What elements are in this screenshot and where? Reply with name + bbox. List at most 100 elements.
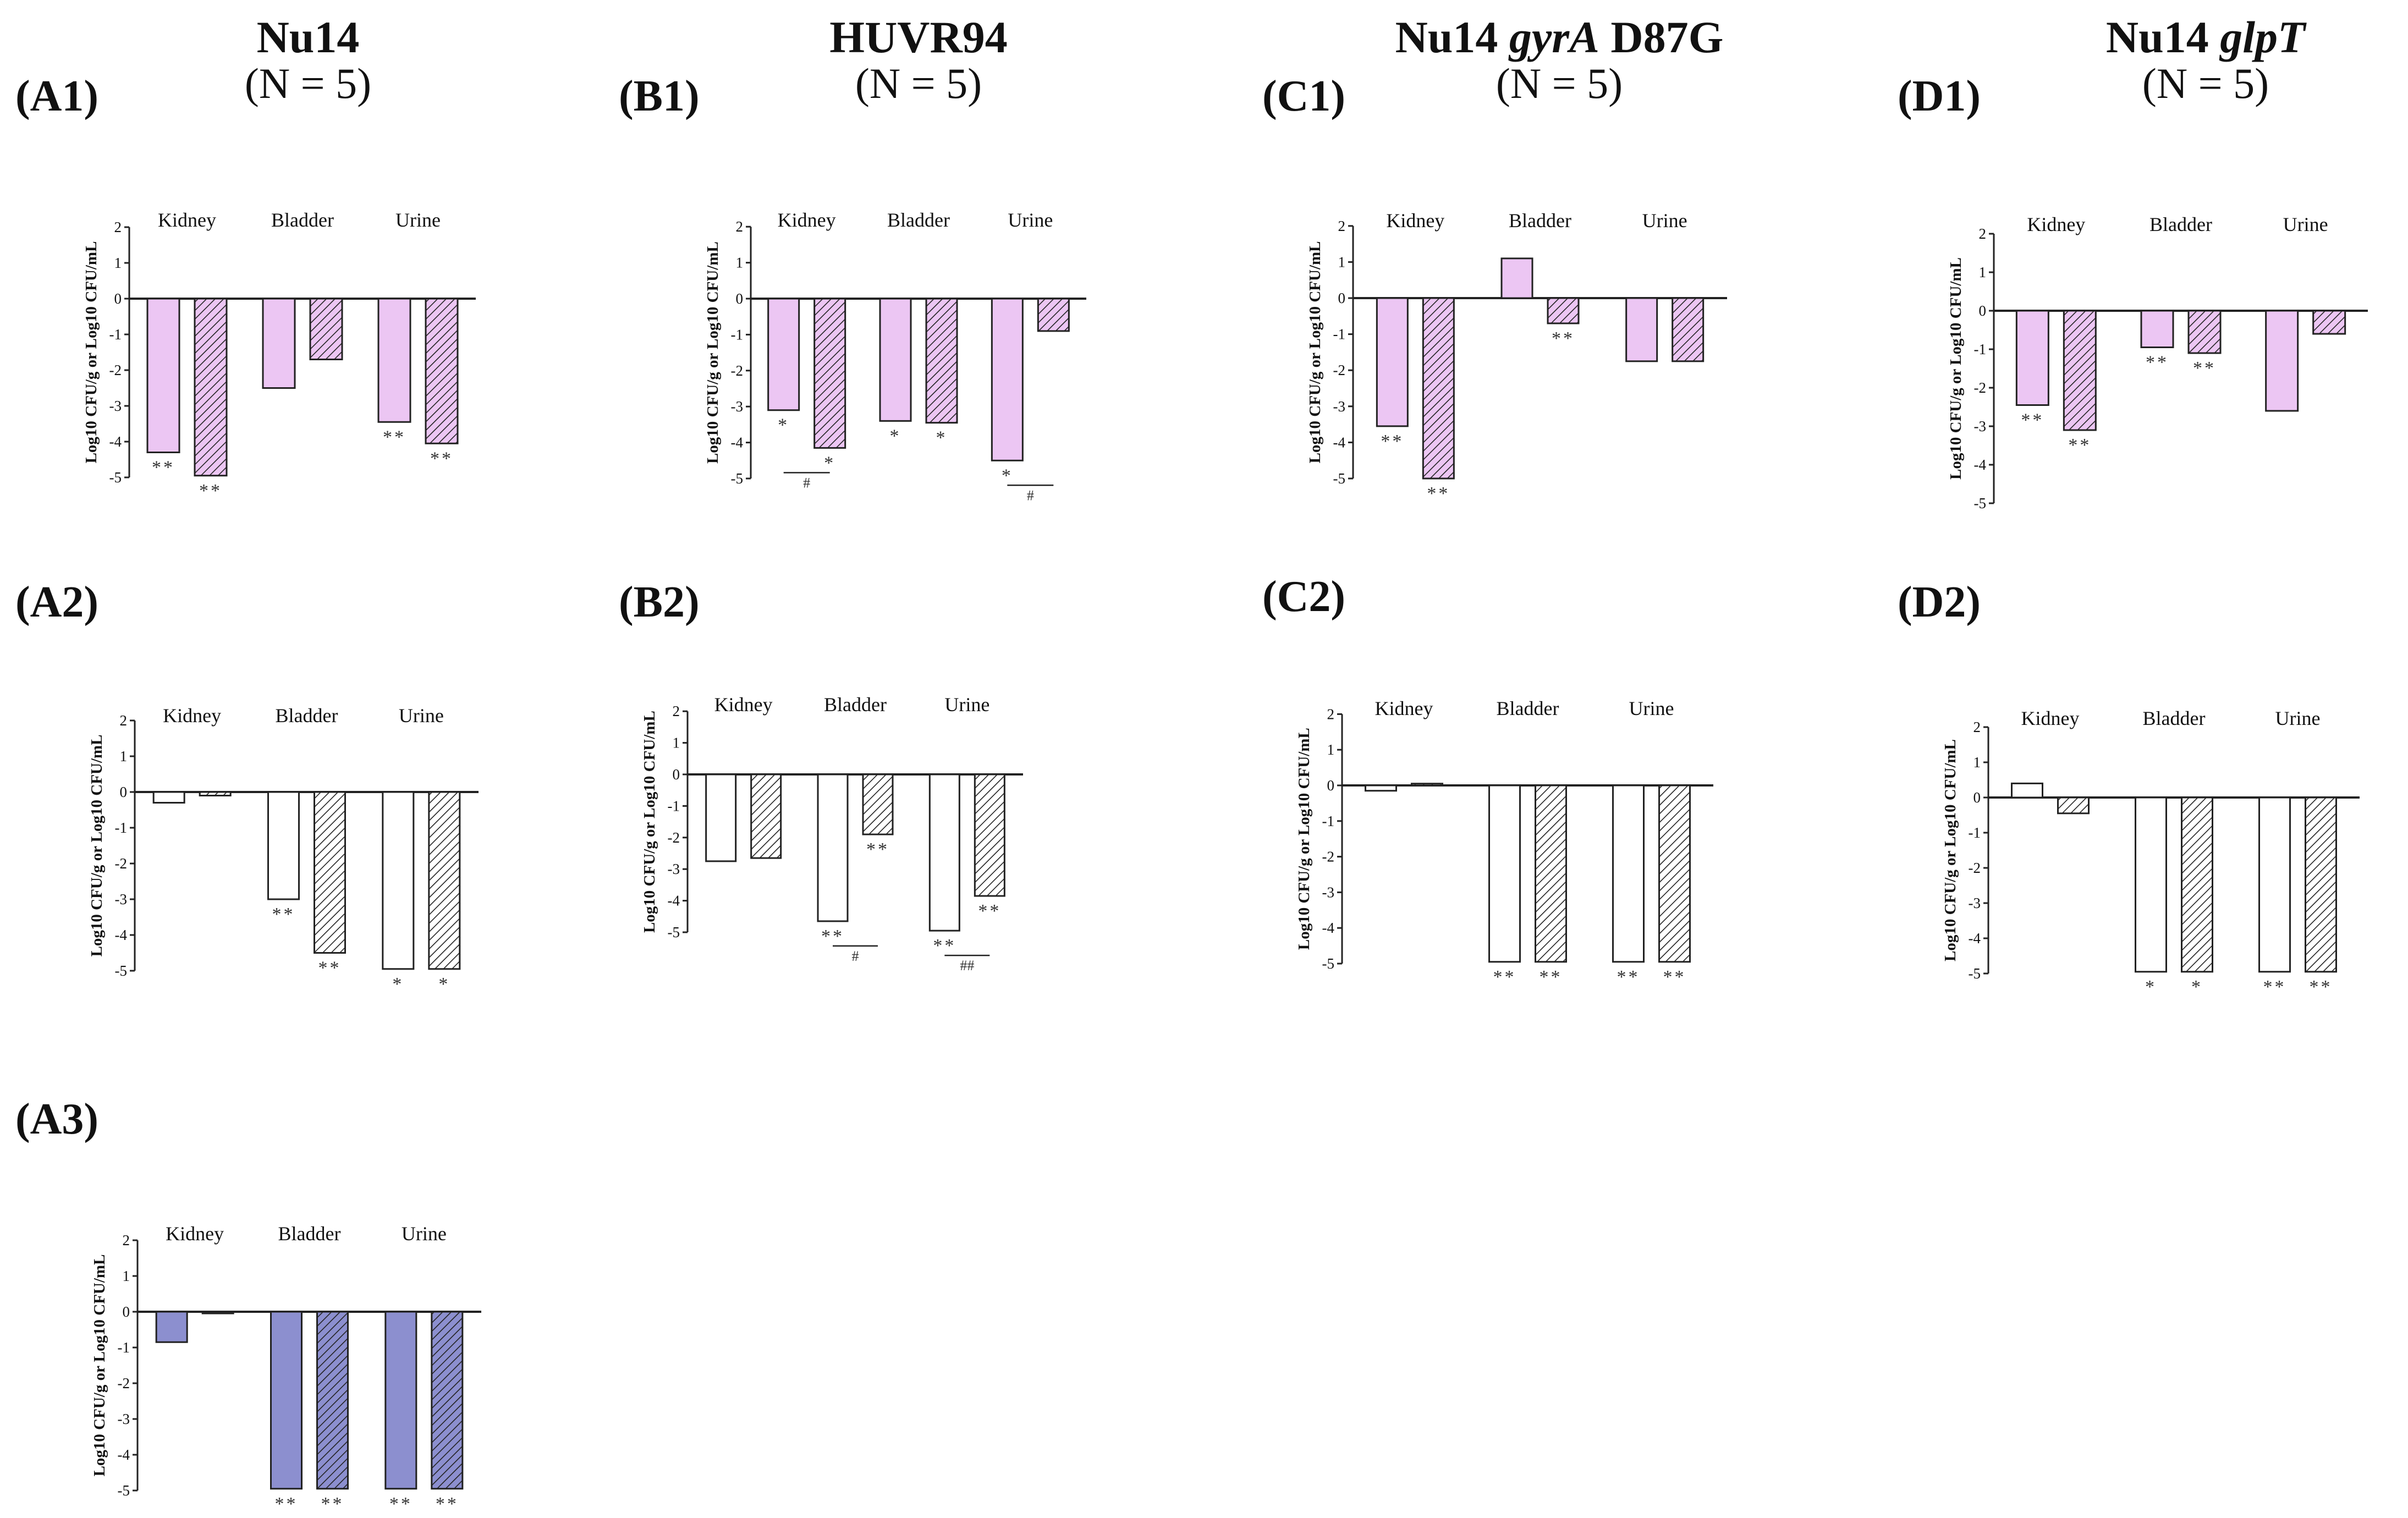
category-label-urine: Urine [944,694,989,716]
y-axis-label: Log10 CFU/g or Log10 CFU/mL [83,241,100,464]
column-sample-size: (N = 5) [1496,59,1623,108]
bar-urine-hatched [425,298,459,444]
y-tick-label: -5 [1322,955,1335,972]
significance-marker: ** [2310,977,2333,997]
bar-kidney-plain [767,298,800,411]
panel-label-d2: (D2) [1898,578,1981,626]
bar-urine-plain [1625,297,1658,362]
panel-label-a3: (A3) [15,1095,99,1143]
bar-bladder-plain [1500,257,1533,299]
category-label-bladder: Bladder [2143,707,2206,729]
panel-label-c1: (C1) [1262,72,1346,120]
bar-bladder-plain [817,773,849,922]
column-sample-size: (N = 5) [855,59,982,108]
category-label-kidney: Kidney [1375,697,1433,719]
significance-marker: * [778,415,789,436]
y-tick-label: -5 [668,924,680,941]
significance-marker: ** [2068,435,2091,455]
y-axis-label: Log10 CFU/g or Log10 CFU/mL [1942,739,1959,961]
category-label-bladder: Bladder [271,209,334,231]
category-label-kidney: Kidney [1386,210,1444,232]
y-tick-label: 0 [1338,290,1346,306]
category-label-urine: Urine [1008,209,1053,231]
bar-kidney-hatched [750,773,782,859]
y-axis-label: Log10 CFU/g or Log10 CFU/mL [641,711,658,933]
comparison-marker: # [852,948,859,964]
significance-marker: ** [2021,410,2044,431]
bar-bladder-hatched [862,773,894,835]
y-tick-label: -4 [1333,434,1346,450]
y-axis-label: Log10 CFU/g or Log10 CFU/mL [1306,241,1324,463]
y-tick-label: 1 [123,1268,130,1284]
bar-urine-hatched [974,773,1005,897]
category-label-urine: Urine [399,705,444,727]
y-tick-label: 0 [120,784,128,800]
column-title: Nu14 gyrA D87G [1395,12,1724,62]
category-label-bladder: Bladder [824,694,887,716]
y-tick-label: -2 [118,1375,130,1392]
significance-marker: ** [199,481,222,501]
bar-bladder-hatched [309,298,343,360]
significance-marker: ** [821,926,844,947]
y-tick-label: -4 [115,927,128,943]
y-tick-label: -4 [1969,930,1981,947]
column-header-huvr94: HUVR94 (N = 5) [699,13,1139,108]
y-tick-label: -2 [668,829,680,846]
y-tick-label: 2 [1979,226,1987,242]
category-label-bladder: Bladder [1497,697,1559,719]
y-tick-label: -1 [668,798,680,814]
significance-marker: ** [383,427,406,447]
y-tick-label: -2 [1322,849,1335,865]
bar-bladder-plain [2140,310,2174,348]
bar-urine-hatched [1037,298,1070,332]
significance-marker: * [438,974,450,994]
category-label-urine: Urine [402,1223,447,1245]
y-tick-label: -2 [731,362,744,379]
y-tick-label: -5 [1969,965,1981,982]
y-tick-label: -5 [1974,495,1987,512]
bar-bladder-plain [270,1311,303,1490]
y-tick-label: -2 [115,855,128,872]
category-label-urine: Urine [1642,210,1687,232]
bar-bladder-hatched [2187,310,2222,354]
y-tick-label: -4 [109,433,122,450]
column-header-nu14-glpt: Nu14 glpT (N = 5) [1986,13,2408,108]
panel-label-b1: (B1) [619,72,700,120]
category-label-kidney: Kidney [163,705,221,727]
significance-marker: * [392,974,404,994]
bar-kidney-plain [705,773,737,862]
y-tick-label: -4 [668,893,680,909]
y-tick-label: 2 [114,219,122,235]
bar-urine-plain [928,773,960,932]
bar-bladder-hatched [316,1311,349,1490]
bar-urine-hatched [2312,310,2346,335]
bar-urine-hatched [2305,796,2337,973]
column-header-nu14: Nu14 (N = 5) [88,13,528,106]
y-tick-label: 1 [673,735,680,751]
y-tick-label: -3 [118,1411,130,1427]
bar-bladder-plain [267,791,300,900]
y-tick-label: 0 [736,290,744,307]
y-tick-label: 1 [1327,741,1335,758]
bar-kidney-plain [2011,782,2043,799]
bar-kidney-hatched [2057,796,2090,815]
bar-kidney-hatched [201,1311,234,1314]
y-tick-label: 0 [1327,777,1335,794]
significance-marker: ** [1617,967,1640,987]
y-tick-label: 1 [114,255,122,271]
panel-label-a2: (A2) [15,578,99,626]
column-sample-size: (N = 5) [2142,59,2269,108]
y-tick-label: -3 [115,891,128,908]
panel-label-c2: (C2) [1262,573,1346,621]
bar-kidney-hatched [813,298,846,449]
bar-kidney-plain [1365,784,1397,792]
y-tick-label: 0 [1979,302,1987,319]
y-tick-label: 2 [1973,719,1981,735]
category-label-bladder: Bladder [2149,213,2212,235]
y-tick-label: -1 [109,326,122,343]
y-tick-label: -1 [115,820,128,836]
y-tick-label: 0 [123,1304,130,1320]
bar-kidney-plain [146,298,180,453]
